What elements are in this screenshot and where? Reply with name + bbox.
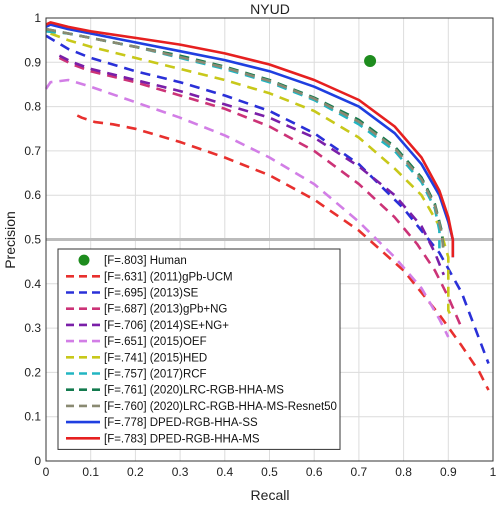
x-tick-label: 0.8 xyxy=(395,465,412,479)
x-axis-title: Recall xyxy=(251,487,290,503)
series-line-9 xyxy=(45,23,455,258)
series-line-10 xyxy=(45,21,455,258)
legend-label-9: [F=.778] DPED-RGB-HHA-SS xyxy=(104,417,258,429)
y-tick-label: 0.4 xyxy=(24,277,41,291)
legend-label-8: [F=.760] (2020)LRC-RGB-HHA-MS-Resnet50 xyxy=(104,401,337,413)
y-tick-label: 1 xyxy=(34,11,41,25)
legend: [F=.803] Human [F=.631] (2011)gPb-UCM [F=.… xyxy=(57,248,341,450)
legend-label-4: [F=.651] (2015)OEF xyxy=(104,336,207,348)
legend-marker-human xyxy=(78,254,90,266)
human-point xyxy=(364,54,377,67)
x-tick-label: 0.1 xyxy=(82,465,99,479)
x-tick-label: 0.3 xyxy=(172,465,189,479)
legend-label-10: [F=.783] DPED-RGB-HHA-MS xyxy=(104,433,260,445)
x-tick-label: 1 xyxy=(490,465,497,479)
y-tick-label: 0.8 xyxy=(24,100,41,114)
legend-label-2: [F=.687] (2013)gPb+NG xyxy=(104,304,227,316)
x-tick-label: 0.9 xyxy=(440,465,457,479)
series-line-5 xyxy=(50,32,454,320)
x-tick-label: 0 xyxy=(43,465,50,479)
series-line-1 xyxy=(45,34,490,364)
series-line-2 xyxy=(58,56,463,329)
chart-title: NYUD xyxy=(250,1,290,17)
series-layer xyxy=(44,21,490,391)
y-tick-label: 0.7 xyxy=(24,144,41,158)
y-tick-label: 0.1 xyxy=(24,410,41,424)
plot-frame xyxy=(45,17,494,462)
y-axis-title: Precision xyxy=(2,211,18,269)
x-tick-label: 0.2 xyxy=(127,465,144,479)
y-tick-label: 0.9 xyxy=(24,55,41,69)
series-line-0 xyxy=(76,114,490,391)
y-tick-label: 0 xyxy=(34,454,41,468)
x-tick-labels: 0 0.1 0.2 0.3 0.4 0.5 0.6 0.7 0.8 0.9 1 xyxy=(43,465,497,479)
legend-label-1: [F=.695] (2013)SE xyxy=(104,288,199,300)
x-tick-label: 0.7 xyxy=(351,465,368,479)
y-tick-labels: 0 0.1 0.2 0.3 0.4 0.5 0.6 0.7 0.8 0.9 1 xyxy=(24,11,41,468)
x-tick-label: 0.5 xyxy=(261,465,278,479)
x-tick-label: 0.6 xyxy=(306,465,323,479)
legend-box xyxy=(57,248,341,450)
legend-label-3: [F=.706] (2014)SE+NG+ xyxy=(104,320,229,332)
legend-label-human: [F=.803] Human xyxy=(104,255,187,267)
y-tick-label: 0.2 xyxy=(24,365,41,379)
legend-label-0: [F=.631] (2011)gPb-UCM xyxy=(104,271,233,283)
y-tick-label: 0.3 xyxy=(24,321,41,335)
legend-label-7: [F=.761] (2020)LRC-RGB-HHA-MS xyxy=(104,385,284,397)
x-tick-label: 0.4 xyxy=(216,465,233,479)
y-tick-label: 0.5 xyxy=(24,233,41,247)
y-tick-label: 0.6 xyxy=(24,188,41,202)
series-line-8 xyxy=(45,27,446,255)
legend-label-6: [F=.757] (2017)RCF xyxy=(104,369,207,381)
legend-label-5: [F=.741] (2015)HED xyxy=(104,352,207,364)
series-line-3 xyxy=(58,54,446,276)
